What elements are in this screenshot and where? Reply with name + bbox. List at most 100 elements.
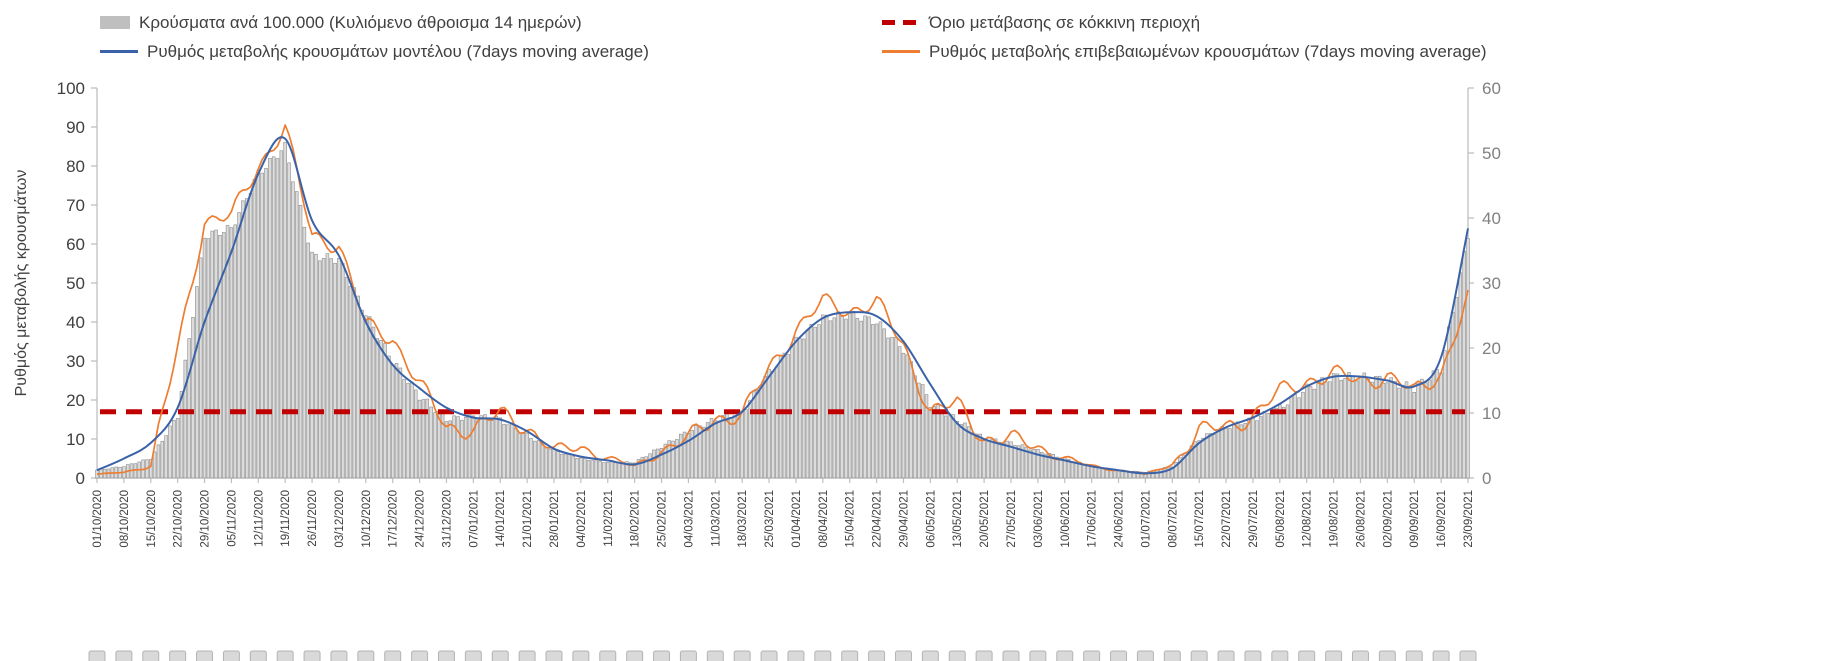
bottom-strip-square [464,650,482,661]
x-axis-tick-label: 05/08/2021 [1275,490,1287,548]
y-axis-right-tick-label: 60 [1482,79,1501,98]
axis-labels: 0 10 20 30 40 50 60 70 80 90 100 0 10 20 30 40 50 60 01/10… [13,79,1501,548]
bottom-strip-square [679,650,697,661]
x-axis-tick-label: 08/07/2021 [1167,490,1179,548]
bottom-strip-square [1110,650,1128,661]
x-axis-tick-label: 15/07/2021 [1194,490,1206,548]
x-axis-tick-label: 22/04/2021 [872,490,884,548]
y-axis-right-tick-label: 10 [1482,404,1501,423]
bottom-strip-square [411,650,429,661]
x-axis-tick-label: 19/11/2020 [280,490,292,547]
bottom-strip-square [276,650,294,661]
bottom-strip-square [303,650,321,661]
x-axis-tick-label: 03/12/2020 [334,490,346,548]
x-axis-tick-label: 23/09/2021 [1463,490,1475,548]
y-axis-left-tick-label: 20 [66,391,85,410]
bottom-strip-square [787,650,805,661]
bottom-strip-square [841,650,859,661]
x-axis-tick-label: 18/03/2021 [737,490,749,548]
y-axis-title: Ρυθμός μεταβολής κρουσμάτων [13,170,30,397]
bottom-strip-square [222,650,240,661]
bottom-strip-square [1325,650,1343,661]
x-axis-tick-label: 09/09/2021 [1409,490,1421,548]
y-axis-right-tick-label: 20 [1482,339,1501,358]
x-axis-tick-label: 06/05/2021 [925,490,937,548]
x-axis-tick-label: 24/12/2020 [415,490,427,548]
x-axis-tick-label: 17/12/2020 [388,490,400,548]
x-axis-tick-label: 28/01/2021 [549,490,561,548]
x-axis-tick-label: 29/10/2020 [200,490,212,548]
x-axis-tick-label: 13/05/2021 [952,490,964,548]
x-axis-tick-label: 27/05/2021 [1006,490,1018,548]
legend-label-model: Ρυθμός μεταβολής κρουσμάτων μοντέλου (7d… [147,41,649,61]
x-axis-tick-label: 25/02/2021 [657,490,669,548]
x-axis-tick-label: 10/06/2021 [1060,490,1072,548]
legend-row-1: Κρούσματα ανά 100.000 (Κυλιόμενο άθροισμ… [100,8,1580,37]
x-axis-tick-label: 21/01/2021 [522,490,534,548]
x-axis-tick-label: 12/11/2020 [253,490,265,547]
legend-item-cases: Κρούσματα ανά 100.000 (Κυλιόμενο άθροισμ… [100,13,882,33]
bottom-strip-square [760,650,778,661]
x-axis-tick-label: 31/12/2020 [441,490,453,548]
bottom-strip-square [921,650,939,661]
legend-label-cases: Κρούσματα ανά 100.000 (Κυλιόμενο άθροισμ… [139,12,582,32]
x-axis-tick-label: 22/07/2021 [1221,490,1233,548]
bottom-strip-square [626,650,644,661]
x-axis-tick-label: 16/09/2021 [1436,490,1448,548]
x-axis-tick-label: 08/10/2020 [119,490,131,548]
x-axis-tick-label: 08/04/2021 [818,490,830,548]
bottom-strip-square [1217,650,1235,661]
bottom-strip-square [948,650,966,661]
x-axis-tick-label: 02/09/2021 [1382,490,1394,548]
y-axis-left-tick-label: 100 [57,79,85,98]
x-axis-tick-label: 22/10/2020 [173,490,185,548]
bottom-strip-square [384,650,402,661]
bottom-strip-square [706,650,724,661]
bottom-strip-square [1405,650,1423,661]
x-axis-tick-label: 18/02/2021 [630,490,642,548]
bottom-strip-square [1298,650,1316,661]
bottom-strip-square [733,650,751,661]
x-axis-tick-label: 26/11/2020 [307,490,319,547]
y-axis-right-tick-label: 40 [1482,209,1501,228]
model-line-marker-icon [100,50,138,53]
bottom-strip-square [1244,650,1262,661]
y-axis-left-tick-label: 10 [66,430,85,449]
x-axis-tick-label: 12/08/2021 [1302,490,1314,548]
x-axis-tick-label: 03/06/2021 [1033,490,1045,548]
y-axis-left-tick-label: 50 [66,274,85,293]
x-axis-tick-label: 11/02/2021 [603,490,615,547]
y-axis-left-tick-label: 30 [66,352,85,371]
bottom-strip-square [196,650,214,661]
x-axis-tick-label: 15/04/2021 [845,490,857,548]
legend-item-model: Ρυθμός μεταβολής κρουσμάτων μοντέλου (7d… [100,42,882,62]
bottom-strip-square [169,650,187,661]
x-axis-tick-label: 07/01/2021 [468,490,480,548]
x-axis-tick-label: 25/03/2021 [764,490,776,548]
y-axis-right-tick-label: 30 [1482,274,1501,293]
bottom-strip-square [1002,650,1020,661]
legend-label-threshold: Όριο μετάβασης σε κόκκινη περιοχή [929,12,1201,32]
bottom-strip-square [814,650,832,661]
x-axis-tick-label: 05/11/2020 [226,490,238,547]
x-axis-tick-label: 01/10/2020 [92,490,104,548]
bottom-strip-square [1459,650,1477,661]
y-axis-left-tick-label: 90 [66,118,85,137]
bottom-strip-square [518,650,536,661]
confirmed-line-marker-icon [882,50,920,53]
x-axis-tick-label: 04/03/2021 [683,490,695,548]
legend-label-confirmed: Ρυθμός μεταβολής επιβεβαιωμένων κρουσμάτ… [929,41,1487,61]
y-axis-right-tick-label: 0 [1482,469,1491,488]
x-axis-tick-label: 24/06/2021 [1114,490,1126,548]
y-axis-left-tick-label: 80 [66,157,85,176]
bottom-strip-square [975,650,993,661]
bottom-strip-square [545,650,563,661]
bottom-strip-square [1083,650,1101,661]
x-axis-tick-label: 10/12/2020 [361,490,373,548]
y-axis-left-tick-label: 40 [66,313,85,332]
bottom-strip-square [330,650,348,661]
x-axis-tick-label: 01/04/2021 [791,490,803,548]
x-axis-tick-label: 04/02/2021 [576,490,588,548]
bars-series [95,141,1470,479]
confirmed-line [96,124,1469,475]
